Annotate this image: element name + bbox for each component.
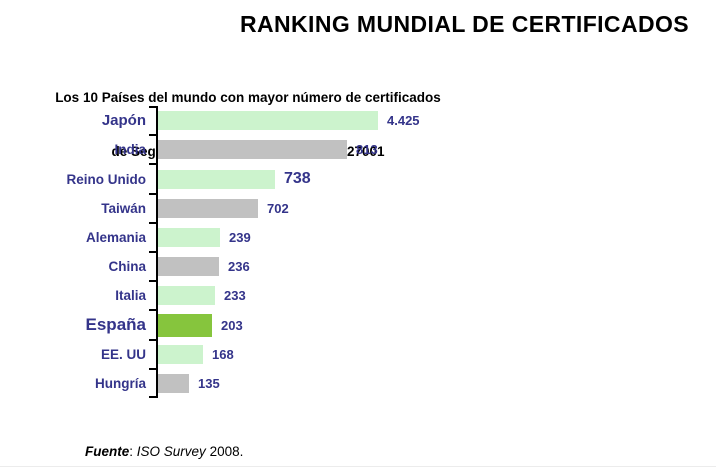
value-label: 236	[228, 259, 250, 275]
axis-tick	[149, 280, 156, 282]
bottom-divider	[0, 466, 716, 467]
axis-tick	[149, 368, 156, 370]
source-publication: ISO Survey	[136, 444, 206, 459]
bar	[158, 169, 275, 189]
row-label: Taiwán	[101, 200, 146, 216]
bar	[158, 344, 203, 364]
chart-row: Reino Unido 738	[0, 164, 716, 193]
chart-row: Taiwán 702	[0, 194, 716, 223]
chart-title: RANKING MUNDIAL DE CERTIFICADOS	[240, 11, 689, 37]
value-label: 4.425	[387, 113, 420, 129]
chart-row: España 203	[0, 310, 716, 339]
row-label: China	[108, 259, 146, 275]
chart-row: China 236	[0, 252, 716, 281]
source-year: 2008.	[205, 444, 244, 459]
row-label: Alemania	[85, 229, 146, 245]
axis-tick	[149, 339, 156, 341]
value-label: 168	[212, 346, 234, 362]
row-label: India	[114, 142, 146, 158]
value-label: 702	[267, 200, 289, 216]
value-label: 738	[284, 170, 311, 187]
category-axis-line	[156, 106, 158, 398]
chart-row: EE. UU 168	[0, 340, 716, 369]
row-label: Reino Unido	[66, 171, 147, 187]
chart-row: Italia 233	[0, 281, 716, 310]
axis-tick	[149, 106, 156, 108]
row-label: Italia	[115, 288, 146, 304]
bar	[158, 111, 378, 131]
source-note: Fuente: ISO Survey 2008.	[85, 444, 243, 459]
value-label: 233	[224, 288, 246, 304]
chart-rows: Japón 4.425 India 813 Reino Unido 738 Taiwán 70…	[0, 106, 716, 398]
chart-row: India 813	[0, 135, 716, 164]
bar	[158, 227, 220, 247]
row-label: Hungría	[94, 375, 146, 391]
bar	[158, 313, 212, 337]
axis-tick	[149, 193, 156, 195]
row-label: Japón	[101, 112, 146, 130]
chart-row: Japón 4.425	[0, 106, 716, 135]
value-label: 813	[356, 142, 378, 158]
source-separator: :	[129, 444, 137, 459]
bar	[158, 198, 258, 218]
axis-tick	[149, 309, 156, 311]
axis-tick	[149, 163, 156, 165]
chart-area: Japón 4.425 India 813 Reino Unido 738 Taiwán 70…	[0, 106, 716, 398]
bar	[158, 257, 219, 277]
chart-row: Alemania 239	[0, 223, 716, 252]
axis-tick	[149, 396, 156, 398]
axis-tick	[149, 251, 156, 253]
source-label: Fuente	[85, 444, 130, 459]
bar	[158, 373, 189, 393]
chart-subtitle-line1: Los 10 Países del mundo con mayor número…	[55, 90, 441, 105]
bar	[158, 140, 347, 160]
row-label: España	[85, 315, 146, 335]
axis-tick	[149, 134, 156, 136]
axis-tick	[149, 222, 156, 224]
row-label: EE. UU	[100, 346, 146, 362]
bar	[158, 286, 215, 306]
chart-row: Hungría 135	[0, 369, 716, 398]
value-label: 239	[229, 229, 251, 245]
value-label: 135	[198, 375, 220, 391]
value-label: 203	[221, 317, 243, 333]
